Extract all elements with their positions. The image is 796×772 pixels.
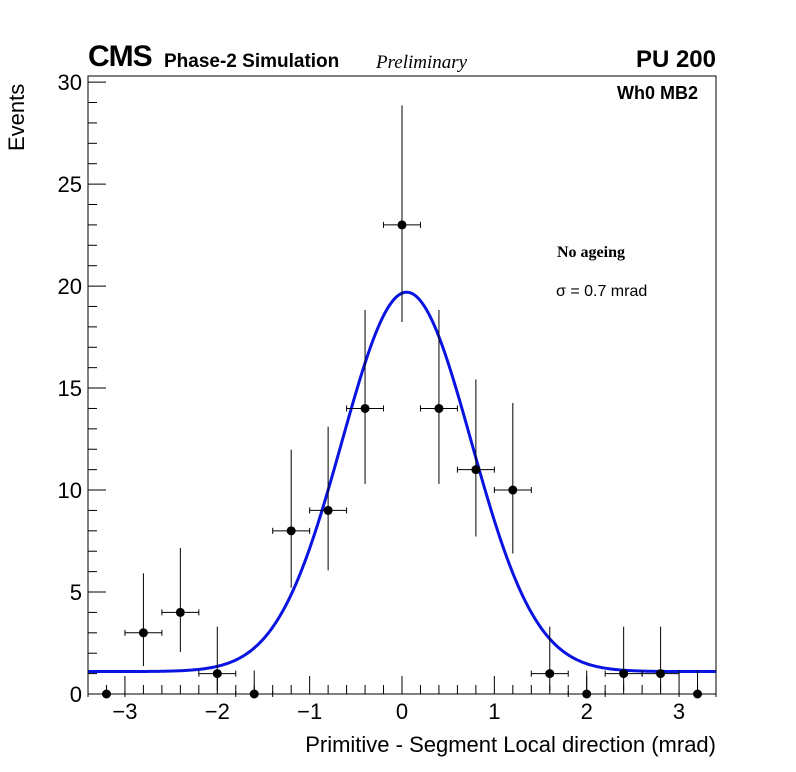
y-tick-label: 30 bbox=[58, 70, 82, 95]
data-points bbox=[87, 105, 717, 699]
data-marker bbox=[545, 669, 555, 679]
data-marker bbox=[286, 526, 296, 536]
data-marker bbox=[619, 669, 629, 679]
data-marker bbox=[508, 485, 518, 495]
data-point bbox=[161, 547, 200, 652]
x-tick-label: 3 bbox=[673, 699, 685, 724]
x-tick-label: 1 bbox=[488, 699, 500, 724]
y-tick-label: 0 bbox=[70, 682, 82, 707]
data-point bbox=[530, 626, 569, 691]
y-tick-label: 25 bbox=[58, 172, 82, 197]
data-point bbox=[383, 105, 421, 322]
condition-label: No ageing bbox=[557, 244, 625, 261]
data-point bbox=[604, 626, 643, 691]
data-point bbox=[124, 573, 163, 667]
subtitle-label: Phase-2 Simulation bbox=[164, 51, 340, 72]
y-tick-label: 5 bbox=[70, 580, 82, 605]
data-point bbox=[309, 426, 348, 571]
x-tick-label: −3 bbox=[112, 699, 137, 724]
x-tick-label: −1 bbox=[297, 699, 322, 724]
y-tick-label: 15 bbox=[58, 376, 82, 401]
data-marker bbox=[360, 403, 370, 413]
data-marker bbox=[471, 465, 481, 475]
data-point bbox=[272, 449, 311, 588]
pileup-label: PU 200 bbox=[635, 46, 716, 73]
data-point bbox=[346, 309, 385, 484]
data-point bbox=[419, 309, 458, 484]
data-point bbox=[493, 402, 532, 554]
data-marker bbox=[323, 505, 333, 515]
data-point bbox=[456, 379, 495, 537]
y-tick-label: 20 bbox=[58, 274, 82, 299]
y-axis-title: Events bbox=[4, 83, 29, 151]
data-marker bbox=[175, 607, 185, 617]
data-point bbox=[198, 626, 237, 691]
data-point bbox=[641, 626, 680, 691]
data-marker bbox=[212, 669, 222, 679]
plot-frame bbox=[87, 75, 717, 695]
resolution-label: σ = 0.7 mrad bbox=[556, 283, 648, 300]
x-tick-label: −2 bbox=[205, 699, 230, 724]
data-marker bbox=[397, 220, 407, 230]
y-tick-label: 10 bbox=[58, 478, 82, 503]
station-label: Wh0 MB2 bbox=[617, 83, 698, 103]
x-tick-label: 2 bbox=[581, 699, 593, 724]
data-marker bbox=[434, 403, 444, 413]
x-tick-label: 0 bbox=[396, 699, 408, 724]
data-marker bbox=[138, 628, 148, 638]
data-marker bbox=[656, 669, 666, 679]
experiment-label: CMS bbox=[88, 40, 153, 73]
status-label: Preliminary bbox=[376, 52, 468, 73]
x-axis-title: Primitive - Segment Local direction (mra… bbox=[305, 732, 716, 757]
